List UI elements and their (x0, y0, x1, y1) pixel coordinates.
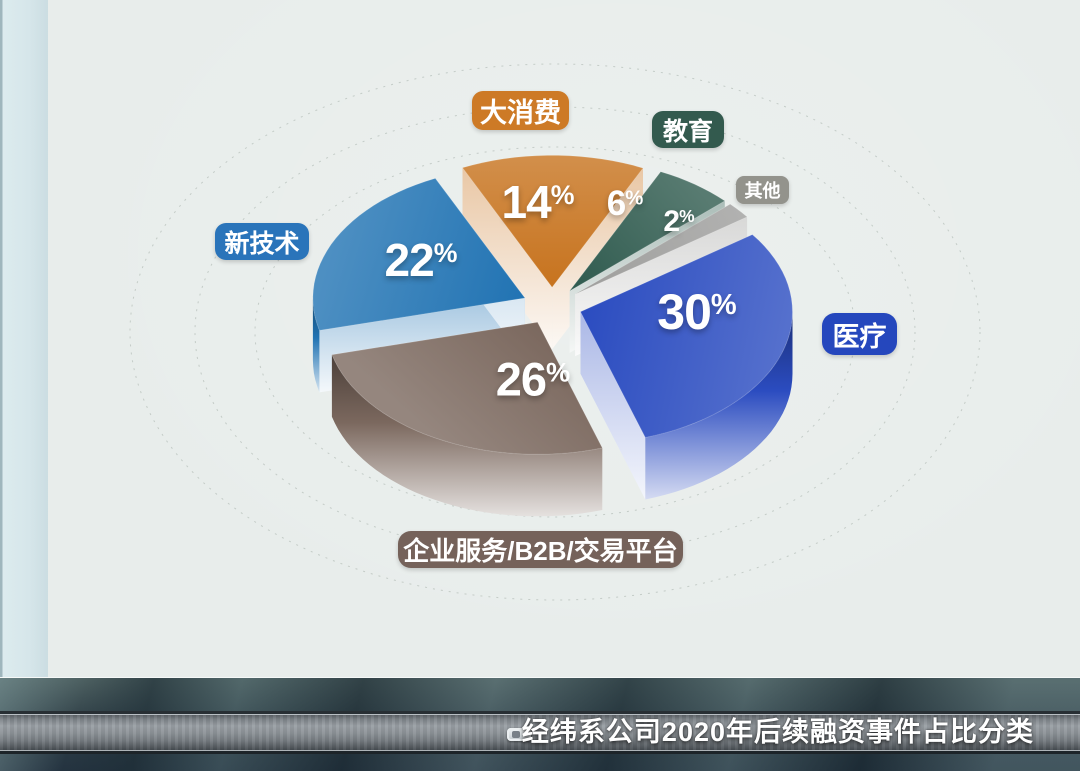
slice-percent-education: 6% (607, 184, 644, 224)
slice-callout-other: 其他 (736, 176, 789, 204)
pie-slice-enterprise (331, 321, 604, 517)
slice-percent-enterprise: 26% (496, 352, 571, 407)
chart-title: 经纬系公司2020年后续融资事件占比分类 (521, 717, 1034, 747)
percent-unit: % (710, 288, 737, 321)
percent-unit: % (546, 356, 571, 388)
slice-percent-newtech: 22% (385, 233, 458, 287)
slice-callout-consumer: 大消费 (472, 91, 569, 130)
percent-value: 30 (657, 284, 712, 340)
bottom-rail (0, 711, 1080, 754)
left-edge-strip (0, 0, 48, 771)
percent-unit: % (679, 205, 695, 226)
slice-callout-education: 教育 (652, 111, 724, 148)
percent-value: 2 (663, 205, 680, 238)
percent-value: 26 (495, 352, 547, 406)
percent-unit: % (550, 180, 575, 211)
pie-chart-3d (312, 155, 794, 517)
rail-slider-icon (507, 728, 531, 741)
slice-callout-enterprise: 企业服务/B2B/交易平台 (398, 531, 683, 568)
percent-value: 22 (384, 234, 435, 286)
pie-slice-medical (579, 234, 794, 500)
slice-callout-newtech: 新技术 (215, 223, 309, 260)
percent-unit: % (625, 187, 644, 210)
percent-value: 14 (501, 176, 552, 228)
slice-percent-consumer: 14% (502, 175, 575, 229)
slice-percent-medical: 30% (657, 283, 736, 341)
percent-unit: % (433, 238, 458, 269)
slice-callout-medical: 医疗 (822, 313, 897, 355)
slice-percent-other: 2% (663, 205, 694, 239)
percent-value: 6 (606, 184, 626, 223)
